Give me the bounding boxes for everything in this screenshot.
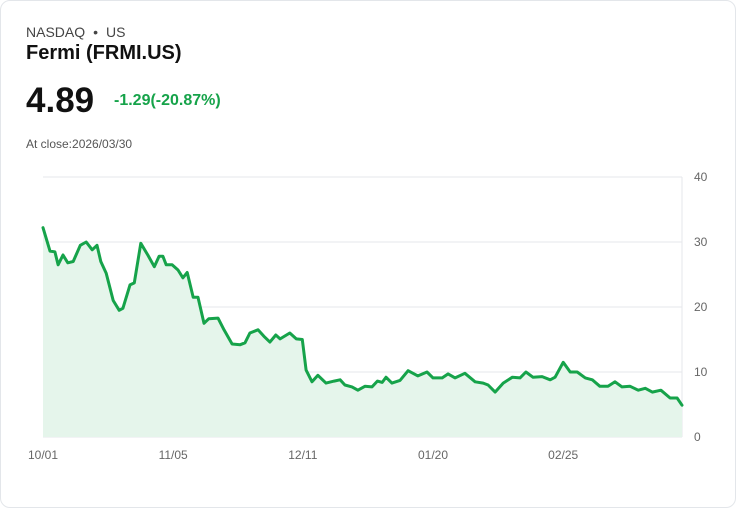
y-tick-label: 0 [694, 430, 701, 444]
close-date: At close:2026/03/30 [26, 137, 133, 151]
separator: • [93, 24, 99, 40]
price: 4.89 [26, 81, 95, 120]
x-tick-label: 02/25 [548, 448, 578, 462]
y-tick-label: 40 [694, 170, 708, 184]
x-tick-label: 10/01 [28, 448, 58, 462]
stock-title: Fermi (FRMI.US) [26, 42, 182, 64]
x-tick-label: 12/11 [288, 448, 317, 462]
price-area [43, 227, 682, 437]
exchange: NASDAQ [26, 24, 86, 40]
x-tick-label: 11/05 [159, 448, 188, 462]
x-tick-label: 01/20 [418, 448, 448, 462]
region: US [106, 24, 126, 40]
price-line [41, 226, 684, 407]
y-tick-label: 20 [694, 300, 708, 314]
y-tick-label: 10 [694, 365, 708, 379]
exchange-line: NASDAQ • US [26, 24, 125, 40]
price-change: -1.29(-20.87%) [114, 92, 221, 109]
y-tick-label: 30 [694, 235, 708, 249]
